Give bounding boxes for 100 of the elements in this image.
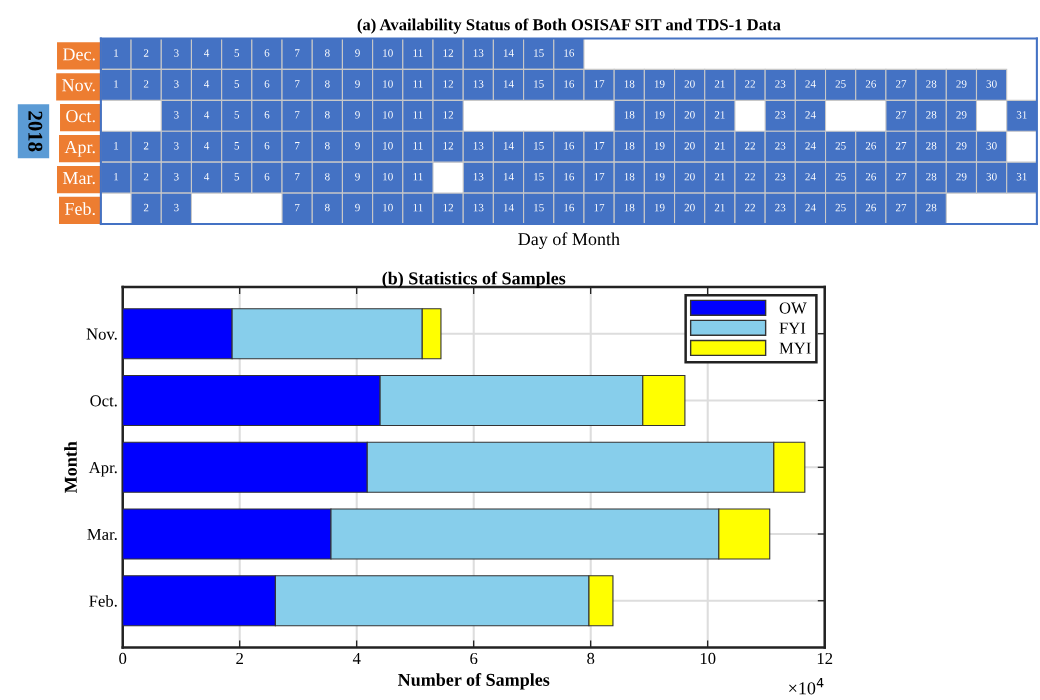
- data-label: 26: [865, 203, 877, 212]
- data-label: 17: [594, 80, 605, 88]
- data-label: 2: [143, 49, 149, 57]
- data-label: 30: [986, 80, 997, 88]
- data-label: 6: [264, 49, 270, 57]
- data-label: 15: [534, 80, 544, 88]
- data-label: 1: [114, 49, 119, 57]
- data-label: 15: [534, 172, 544, 181]
- data-label: 8: [324, 111, 330, 119]
- data-label: 13: [473, 142, 484, 150]
- data-label: 24: [805, 111, 816, 119]
- x-axis-title: Day of Month: [518, 232, 620, 249]
- data-label: 7: [295, 142, 300, 150]
- data-label: 19: [654, 142, 665, 150]
- data-label: 1: [114, 172, 119, 181]
- data-label: 13: [473, 80, 484, 88]
- data-label: 30: [986, 172, 997, 181]
- data-label: 3: [174, 172, 179, 181]
- data-label: 17: [594, 203, 605, 212]
- data-label: 2: [143, 80, 149, 88]
- data-label: 2: [143, 142, 149, 150]
- data-label: 20: [684, 80, 695, 88]
- data-label: 28: [926, 111, 937, 119]
- data-label: 18: [624, 172, 635, 181]
- data-label: 18: [624, 141, 635, 150]
- data-label: 13: [473, 203, 484, 212]
- data-label: 4: [204, 80, 210, 88]
- data-label: 19: [654, 111, 665, 119]
- data-label: 16: [564, 49, 575, 57]
- data-label: 19: [654, 80, 665, 88]
- data-label: 10: [383, 49, 393, 57]
- data-label: 11: [413, 203, 423, 212]
- data-label: 10: [383, 172, 393, 181]
- data-label: 27: [895, 111, 907, 119]
- data-label: 7: [295, 80, 300, 88]
- data-label: 28: [926, 80, 937, 88]
- data-label: 5: [234, 173, 240, 181]
- data-label: 25: [835, 172, 846, 181]
- x-axis-title: Number of Samples: [397, 673, 550, 690]
- data-label: 6: [264, 111, 270, 119]
- data-label: 18: [624, 111, 635, 119]
- data-label: 15: [534, 203, 544, 212]
- data-label: 10: [383, 111, 393, 119]
- data-label: 15: [534, 49, 544, 57]
- y-tick-label: Mar.: [62, 172, 95, 185]
- data-label: 14: [503, 172, 514, 181]
- x-tick-label: 8: [587, 652, 595, 665]
- data-label: 21: [714, 172, 725, 181]
- y-tick-label: Feb.: [89, 594, 117, 607]
- y-tick-label: Dec.: [62, 48, 95, 61]
- data-label: 9: [355, 49, 360, 57]
- data-label: 10: [383, 80, 393, 88]
- data-label: 11: [413, 80, 423, 88]
- data-label: 24: [805, 203, 816, 212]
- data-label: 21: [714, 203, 725, 212]
- data-label: 21: [714, 111, 725, 119]
- data-label: 12: [443, 203, 454, 212]
- data-label: 23: [775, 80, 786, 88]
- data-label: 28: [926, 172, 937, 181]
- data-label: 11: [413, 172, 423, 181]
- data-label: 3: [174, 142, 179, 150]
- data-label: 19: [654, 203, 665, 212]
- data-label: 25: [835, 203, 846, 212]
- data-label: 9: [355, 111, 360, 119]
- data-label: 2: [143, 203, 149, 212]
- x-tick-label: 0: [119, 652, 127, 665]
- data-label: 25: [835, 142, 846, 150]
- data-label: 18: [624, 203, 635, 212]
- data-label: 21: [714, 142, 725, 150]
- data-label: 8: [324, 80, 330, 88]
- data-label: 2: [143, 172, 149, 181]
- data-label: 4: [204, 172, 210, 181]
- data-label: 15: [534, 142, 544, 150]
- data-label: 20: [684, 172, 695, 181]
- data-label: 14: [503, 49, 514, 57]
- data-label: 3: [174, 49, 179, 57]
- data-label: 31: [1016, 172, 1027, 181]
- text: ×10$^{4}$: [789, 678, 824, 695]
- data-label: 17: [594, 142, 605, 150]
- data-label: 31: [1016, 111, 1027, 119]
- data-label: 11: [413, 49, 423, 57]
- data-label: 9: [355, 172, 360, 181]
- data-label: 27: [895, 80, 907, 88]
- data-label: 9: [355, 203, 360, 212]
- data-label: 24: [805, 80, 816, 88]
- data-label: 27: [895, 203, 907, 212]
- chart-title: (a) Availability Status of Both OSISAF SIT and TDS-1 Data: [357, 18, 781, 34]
- data-label: 6: [264, 172, 270, 181]
- data-label: 7: [295, 173, 300, 181]
- data-label: 8: [324, 49, 330, 57]
- y-tick-label: Apr.: [88, 462, 117, 477]
- data-label: 22: [744, 203, 755, 212]
- data-label: 27: [895, 172, 907, 181]
- data-label: 13: [473, 172, 484, 181]
- data-label: 29: [956, 111, 967, 119]
- data-label: 5: [234, 111, 240, 119]
- data-label: 13: [473, 49, 484, 57]
- data-label: 27: [895, 142, 907, 150]
- chart-title: (b) Statistics of Samples: [382, 271, 566, 289]
- data-label: 7: [295, 111, 300, 119]
